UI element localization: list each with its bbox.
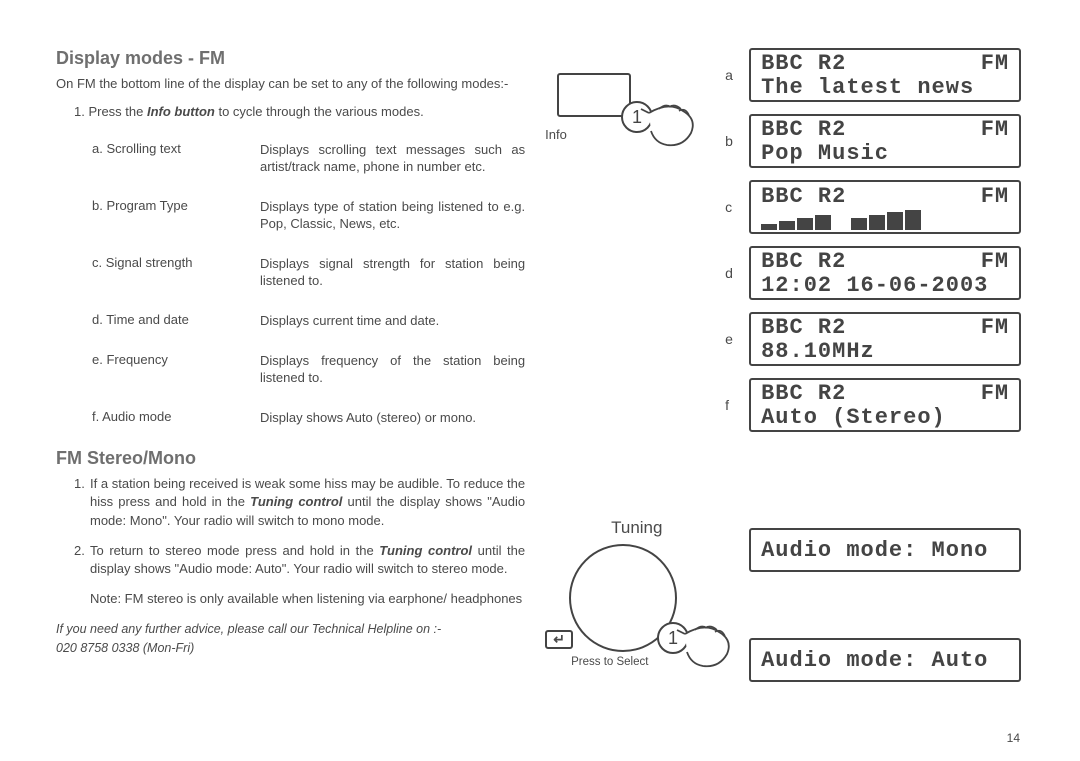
info-label: Info [545, 127, 567, 142]
signal-bar [761, 224, 777, 230]
display-row: a BBC R2 FMThe latest news [725, 48, 1021, 102]
helpline: If you need any further advice, please c… [56, 620, 525, 658]
lcd-audio-text: Audio mode: Auto [761, 649, 1009, 672]
step1-suffix: to cycle through the various modes. [215, 104, 424, 119]
mode-row: a. Scrolling text Displays scrolling tex… [92, 141, 525, 176]
display-row: b BBC R2 FMPop Music [725, 114, 1021, 168]
display-letter: a [725, 67, 749, 83]
mode-table: a. Scrolling text Displays scrolling tex… [92, 141, 525, 426]
mode-desc: Displays scrolling text messages such as… [260, 141, 525, 176]
mode-desc: Displays type of station being listened … [260, 198, 525, 233]
step1-bold: Info button [147, 104, 215, 119]
lcd-display: BBC R2 FMPop Music [749, 114, 1021, 168]
mode-desc: Display shows Auto (stereo) or mono. [260, 409, 525, 427]
display-letter: c [725, 199, 749, 215]
s2i1-bold: Tuning control [250, 494, 342, 509]
signal-bar [779, 221, 795, 230]
lcd-audio-mode: Audio mode: Mono [749, 528, 1021, 572]
mode-desc: Displays signal strength for station bei… [260, 255, 525, 290]
display-letter: e [725, 331, 749, 347]
mode-row: d. Time and date Displays current time a… [92, 312, 525, 330]
mode-key: c. Signal strength [92, 255, 260, 290]
lcd-band: FM [981, 250, 1009, 273]
signal-strength-bars [761, 210, 1009, 230]
lcd-band: FM [981, 52, 1009, 75]
button-number: 1 [632, 107, 642, 127]
info-button-illustration: Info 1 [545, 73, 715, 163]
section1-heading: Display modes - FM [56, 48, 525, 69]
s2i2-bold: Tuning control [379, 543, 472, 558]
helpline-line1: If you need any further advice, please c… [56, 620, 525, 639]
hand-icon: 1 [655, 610, 745, 680]
mode-key: f. Audio mode [92, 409, 260, 427]
mode-row: f. Audio mode Display shows Auto (stereo… [92, 409, 525, 427]
step1-prefix: 1. Press the [74, 104, 147, 119]
signal-bar [905, 210, 921, 230]
mode-key: e. Frequency [92, 352, 260, 387]
signal-bar [797, 218, 813, 230]
hand-icon: 1 [619, 89, 709, 159]
tuning-label: Tuning [611, 518, 662, 538]
lcd-station: BBC R2 [761, 316, 846, 339]
mode-row: b. Program Type Displays type of station… [92, 198, 525, 233]
lcd-band: FM [981, 185, 1009, 208]
display-letter: f [725, 397, 749, 413]
mode-desc: Displays current time and date. [260, 312, 525, 330]
section1-intro: On FM the bottom line of the display can… [56, 75, 525, 93]
signal-bar [869, 215, 885, 230]
display-letter: b [725, 133, 749, 149]
s2i2-pre: To return to stereo mode press and hold … [90, 543, 379, 558]
lcd-station: BBC R2 [761, 382, 846, 405]
lcd-band: FM [981, 118, 1009, 141]
tuning-illustration: Tuning ↵ Press to Select 1 [545, 518, 730, 688]
lcd-info-line: Auto (Stereo) [761, 406, 1009, 429]
stereo-step1: 1. If a station being received is weak s… [74, 475, 525, 530]
display-row: e BBC R2 FM88.10MHz [725, 312, 1021, 366]
lcd-display: BBC R2 FM88.10MHz [749, 312, 1021, 366]
lcd-display: BBC R2 FM [749, 180, 1021, 234]
signal-bar [887, 212, 903, 230]
signal-bar [833, 228, 849, 230]
mode-row: e. Frequency Displays frequency of the s… [92, 352, 525, 387]
lcd-display: BBC R2 FMThe latest news [749, 48, 1021, 102]
section2-heading: FM Stereo/Mono [56, 448, 525, 469]
lcd-band: FM [981, 316, 1009, 339]
display-row: f BBC R2 FMAuto (Stereo) [725, 378, 1021, 432]
signal-bar [815, 215, 831, 230]
lcd-station: BBC R2 [761, 52, 846, 75]
display-row: d BBC R2 FM12:02 16-06-2003 [725, 246, 1021, 300]
mode-key: b. Program Type [92, 198, 260, 233]
signal-bar [851, 218, 867, 230]
enter-arrow-icon: ↵ [545, 630, 573, 649]
lcd-info-line: Pop Music [761, 142, 1009, 165]
button-number: 1 [668, 628, 678, 648]
num-1: 1. [74, 475, 85, 493]
lcd-audio-text: Audio mode: Mono [761, 539, 1009, 562]
display-row: c BBC R2 FM [725, 180, 1021, 234]
lcd-info-line: 88.10MHz [761, 340, 1009, 363]
display-letter: d [725, 265, 749, 281]
lcd-info-line: 12:02 16-06-2003 [761, 274, 1009, 297]
stereo-note: Note: FM stereo is only available when l… [90, 590, 525, 608]
lcd-band: FM [981, 382, 1009, 405]
lcd-station: BBC R2 [761, 118, 846, 141]
display-examples: aBBC R2FMThe latest newsbBBC R2FMPop Mus… [725, 48, 1021, 444]
section1-step1: 1. Press the Info button to cycle throug… [74, 103, 525, 121]
num-2: 2. [74, 542, 85, 560]
lcd-audio-mode: Audio mode: Auto [749, 638, 1021, 682]
lcd-station: BBC R2 [761, 250, 846, 273]
helpline-line2: 020 8758 0338 (Mon-Fri) [56, 639, 525, 658]
press-to-select-label: Press to Select [571, 656, 648, 668]
page-number: 14 [1007, 731, 1020, 745]
lcd-station: BBC R2 [761, 185, 846, 208]
lcd-display: BBC R2 FMAuto (Stereo) [749, 378, 1021, 432]
mode-key: a. Scrolling text [92, 141, 260, 176]
stereo-step2: 2. To return to stereo mode press and ho… [74, 542, 525, 578]
mode-desc: Displays frequency of the station being … [260, 352, 525, 387]
lcd-info-line: The latest news [761, 76, 1009, 99]
mode-key: d. Time and date [92, 312, 260, 330]
lcd-display: BBC R2 FM12:02 16-06-2003 [749, 246, 1021, 300]
mode-row: c. Signal strength Displays signal stren… [92, 255, 525, 290]
